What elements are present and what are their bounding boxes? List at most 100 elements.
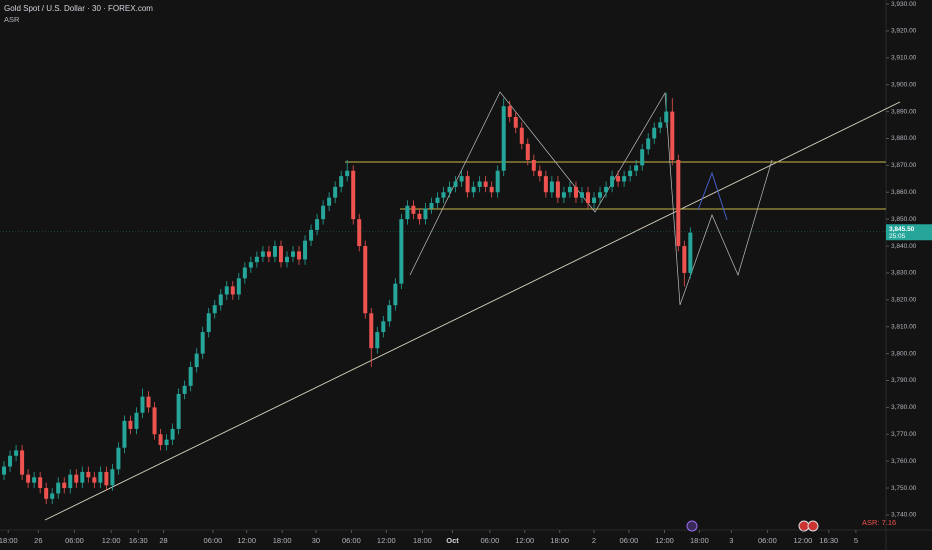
y-tick-label: 3,870.00 — [891, 162, 917, 169]
candle-body — [146, 396, 151, 408]
candle-body — [128, 420, 133, 429]
candle-body — [38, 477, 43, 489]
candle-body — [116, 447, 121, 470]
candle-body — [411, 205, 416, 214]
candle-body — [676, 159, 681, 247]
candle-body — [26, 474, 31, 483]
candle-body — [164, 439, 169, 446]
x-tick-label: 06:00 — [342, 536, 361, 545]
candle-body — [266, 251, 271, 257]
candle-body — [525, 143, 530, 160]
event-icon[interactable] — [686, 520, 698, 532]
candle-body — [92, 477, 97, 483]
candle-body — [278, 246, 283, 263]
candle-body — [592, 197, 597, 204]
candle-body — [218, 294, 223, 306]
candle-body — [224, 286, 229, 295]
candle-body — [297, 251, 302, 260]
candle-body — [387, 305, 392, 322]
y-tick-label: 3,850.00 — [891, 216, 917, 223]
candle-body — [242, 267, 247, 279]
candle-body — [248, 262, 253, 268]
y-tick-label: 3,800.00 — [891, 350, 917, 357]
x-tick-label: 12:00 — [794, 536, 813, 545]
candle-body — [236, 278, 241, 295]
candle-body — [80, 471, 85, 483]
x-tick-label: 06:00 — [758, 536, 777, 545]
candle-body — [453, 181, 458, 187]
candle-body — [447, 186, 452, 193]
candle-body — [610, 176, 615, 187]
candle-body — [98, 471, 103, 483]
candle-body — [405, 205, 410, 220]
blue-projection — [697, 171, 728, 221]
candle-body — [194, 353, 199, 368]
y-tick-label: 3,930.00 — [891, 1, 917, 8]
candle-body — [465, 176, 470, 193]
candle-body — [369, 313, 374, 349]
candle-body — [254, 256, 259, 263]
x-tick-label: 06:00 — [204, 536, 223, 545]
x-tick-label: 28 — [159, 536, 167, 545]
indicator-name: ASR — [4, 15, 20, 24]
candle-body — [363, 246, 368, 314]
y-tick-label: 3,740.00 — [891, 512, 917, 519]
x-tick-label: 18:00 — [690, 536, 709, 545]
x-tick-label: 12:00 — [237, 536, 256, 545]
candle-body — [501, 106, 506, 171]
candle-body — [682, 246, 687, 273]
y-tick-label: 3,860.00 — [891, 189, 917, 196]
candle-body — [357, 219, 362, 247]
x-tick-label: 16:30 — [819, 536, 838, 545]
candle-body — [381, 321, 386, 333]
candle-body — [477, 181, 482, 187]
candle-body — [604, 186, 609, 193]
candle-body — [664, 111, 669, 123]
candle-body — [62, 482, 67, 489]
candle-body — [327, 197, 332, 206]
x-tick-label: 5 — [854, 536, 858, 545]
candle-body — [543, 176, 548, 193]
candle-body — [20, 450, 25, 475]
x-tick-label: 2 — [592, 536, 596, 545]
candle-body — [579, 192, 584, 198]
y-tick-label: 3,830.00 — [891, 270, 917, 277]
candle-body — [50, 493, 55, 499]
candle-body — [339, 176, 344, 187]
y-tick-label: 3,840.00 — [891, 243, 917, 250]
x-tick-label: 16:30 — [129, 536, 148, 545]
candle-body — [646, 138, 651, 150]
candle-body — [513, 116, 518, 128]
x-tick-label: 12:00 — [377, 536, 396, 545]
candle-body — [441, 192, 446, 198]
last-price-tag — [886, 224, 932, 241]
candle-body — [688, 232, 693, 273]
candle-body — [351, 170, 356, 220]
candle-body — [212, 305, 217, 314]
candle-body — [272, 246, 277, 257]
candle-body — [44, 488, 49, 499]
x-tick-label: 18:00 — [273, 536, 292, 545]
candle-body — [519, 127, 524, 144]
candle-body — [537, 170, 542, 177]
candle-body — [8, 455, 13, 467]
last-price-label: 3,845.50 — [889, 226, 915, 233]
candle-body — [429, 203, 434, 209]
candle-body — [375, 332, 380, 349]
y-tick-label: 3,910.00 — [891, 55, 917, 62]
candle-body — [140, 396, 145, 413]
candle-body — [284, 256, 289, 263]
candle-body — [14, 450, 19, 456]
flag-icon[interactable] — [807, 520, 819, 532]
candle-body — [291, 251, 296, 257]
y-tick-label: 3,900.00 — [891, 81, 917, 88]
candle-body — [555, 181, 560, 198]
candle-body — [585, 192, 590, 204]
candle-body — [321, 205, 326, 220]
candle-body — [640, 149, 645, 166]
candle-body — [399, 219, 404, 284]
candle-body — [158, 434, 163, 446]
candle-body — [483, 181, 488, 187]
